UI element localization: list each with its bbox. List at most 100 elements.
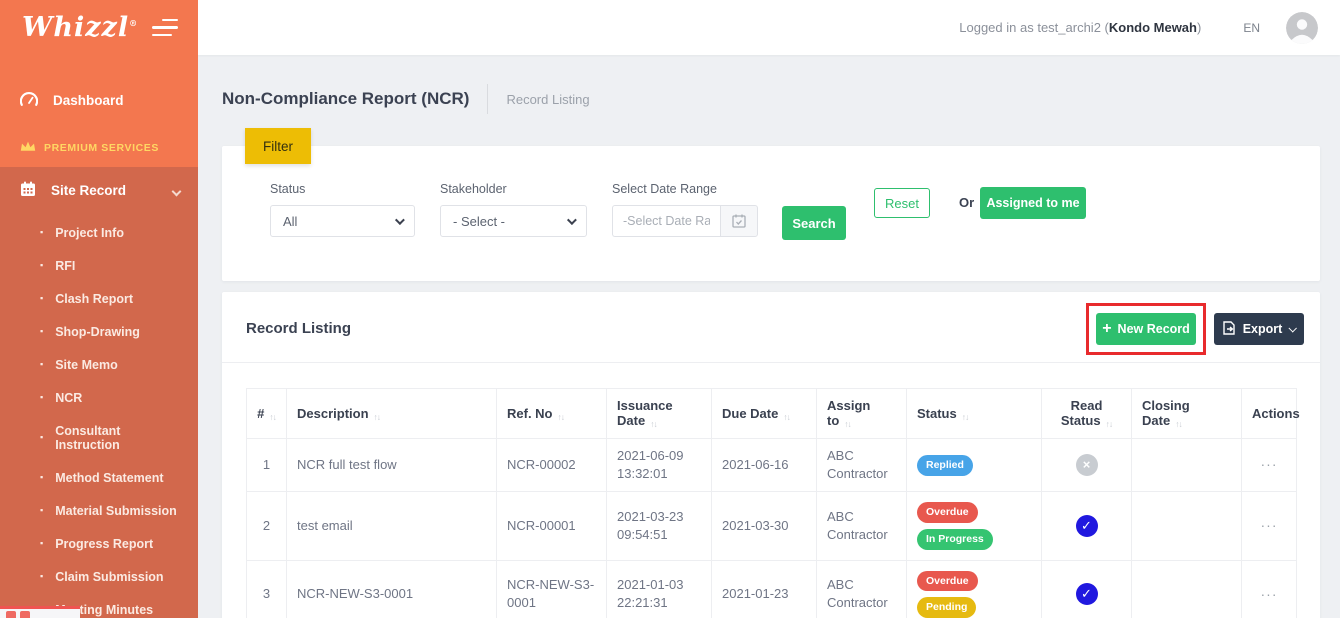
sidebar-subitem-label: Material Submission <box>55 503 177 518</box>
status-badge: Overdue <box>917 570 978 592</box>
reset-button[interactable]: Reset <box>874 188 930 218</box>
calendar-picker-button[interactable] <box>720 205 758 237</box>
sidebar-item-dashboard[interactable]: Dashboard <box>0 77 198 124</box>
cell-closing-date <box>1131 437 1242 493</box>
sidebar-item-label: Dashboard <box>53 93 124 108</box>
cell-assign-to: ABC Contractor <box>816 491 907 561</box>
hamburger-menu-icon[interactable] <box>152 18 178 37</box>
sort-icon[interactable]: ↑↓ <box>844 419 851 429</box>
premium-services-heading: PREMIUM SERVICES <box>0 124 198 167</box>
app-logo[interactable]: Whizzl® <box>22 12 139 43</box>
date-range-input[interactable] <box>612 205 720 237</box>
sidebar-subitem-claim-submission[interactable]: ▪ Claim Submission <box>0 560 198 593</box>
cell-ref-no: NCR-NEW-S3-0001 <box>496 559 607 618</box>
sort-icon[interactable]: ↑↓ <box>1175 419 1182 429</box>
cell-read-status: ✓ <box>1041 559 1132 618</box>
chat-widget-button[interactable] <box>0 606 80 618</box>
cell-issuance-date: 2021-06-09 13:32:01 <box>606 437 712 493</box>
sort-icon[interactable]: ↑↓ <box>650 419 657 429</box>
column-header-ref-no[interactable]: Ref. No ↑↓ <box>496 388 607 439</box>
column-header-due-date[interactable]: Due Date ↑↓ <box>711 388 817 439</box>
bullet-icon: ▪ <box>40 505 44 515</box>
sidebar-subitem-label: Project Info <box>55 225 124 240</box>
cell-status: Overdue Pending <box>906 559 1042 618</box>
sort-icon[interactable]: ↑↓ <box>1105 419 1113 429</box>
column-header-read-status[interactable]: Read Status ↑↓ <box>1041 388 1132 439</box>
sidebar-subitem-clash-report[interactable]: ▪ Clash Report <box>0 282 198 315</box>
status-badge: Overdue <box>917 502 978 524</box>
column-header-description[interactable]: Description ↑↓ <box>286 388 497 439</box>
sort-icon[interactable]: ↑↓ <box>961 411 969 422</box>
status-badges: Overdue Pending <box>917 569 1031 618</box>
filter-panel: Status All Stakeholder - Select - Select… <box>222 146 1320 281</box>
column-label: Read Status <box>1060 398 1103 428</box>
language-selector[interactable]: EN <box>1243 20 1260 35</box>
records-table: # ↑↓ Description ↑↓ Ref. No ↑↓ Issuance Date ↑↓… <box>246 388 1300 618</box>
record-listing-panel: Record Listing + New Record Export # ↑↓ De… <box>222 292 1320 618</box>
row-actions-menu[interactable]: ··· <box>1260 517 1278 534</box>
column-label: Status <box>917 405 957 421</box>
sort-icon[interactable]: ↑↓ <box>373 411 381 422</box>
plus-icon: + <box>1102 320 1112 337</box>
sidebar-item-site-record[interactable]: Site Record <box>0 167 198 214</box>
status-label: Status <box>270 182 306 196</box>
cell-row-number: 1 <box>246 437 287 493</box>
cell-due-date: 2021-06-16 <box>711 437 817 493</box>
status-select[interactable]: All <box>270 205 415 237</box>
column-label: Assign to <box>827 398 871 428</box>
cell-actions: ··· <box>1241 559 1297 618</box>
column-header-status[interactable]: Status ↑↓ <box>906 388 1042 439</box>
sidebar-subitem-project-info[interactable]: ▪ Project Info <box>0 216 198 249</box>
cell-closing-date <box>1131 559 1242 618</box>
status-badge: In Progress <box>917 529 993 550</box>
status-badges: Replied <box>917 453 1031 478</box>
topbar: Logged in as test_archi2 (Kondo Mewah) E… <box>198 0 1340 55</box>
sidebar-subitem-rfi[interactable]: ▪ RFI <box>0 249 198 282</box>
column-header-actions: Actions <box>1241 388 1300 439</box>
cell-ref-no: NCR-00001 <box>496 491 607 561</box>
cell-description: NCR-NEW-S3-0001 <box>286 559 497 618</box>
sidebar-subitem-material-submission[interactable]: ▪ Material Submission <box>0 494 198 527</box>
chevron-down-icon <box>1288 324 1298 333</box>
table-row: 3 NCR-NEW-S3-0001 NCR-NEW-S3-0001 2021-01-0… <box>246 559 1297 618</box>
sort-icon[interactable]: ↑↓ <box>783 411 790 422</box>
column-header-closing-date[interactable]: Closing Date ↑↓ <box>1131 388 1242 439</box>
sidebar-subitem-ncr[interactable]: ▪ NCR <box>0 381 198 414</box>
export-button[interactable]: Export <box>1214 313 1304 345</box>
column-header-assign-to[interactable]: Assign to ↑↓ <box>816 388 907 439</box>
bullet-icon: ▪ <box>40 326 44 336</box>
filter-tab[interactable]: Filter <box>245 128 311 164</box>
gauge-icon <box>19 91 39 110</box>
chevron-down-icon <box>394 214 405 225</box>
divider <box>222 362 1320 363</box>
sidebar-subitem-shop-drawing[interactable]: ▪ Shop-Drawing <box>0 315 198 348</box>
row-actions-menu[interactable]: ··· <box>1260 585 1278 602</box>
sort-icon[interactable]: ↑↓ <box>269 411 276 422</box>
date-range-label: Select Date Range <box>612 182 717 196</box>
sidebar-subitem-label: Claim Submission <box>55 569 164 584</box>
logged-in-text: Logged in as test_archi2 (Kondo Mewah) <box>959 20 1202 35</box>
sidebar-subitem-site-memo[interactable]: ▪ Site Memo <box>0 348 198 381</box>
bullet-icon: ▪ <box>40 472 44 482</box>
sort-icon[interactable]: ↑↓ <box>557 411 565 422</box>
cell-status: Overdue In Progress <box>906 491 1042 561</box>
column-header-issuance-date[interactable]: Issuance Date ↑↓ <box>606 388 712 439</box>
status-badges: Overdue In Progress <box>917 500 1031 551</box>
sidebar-subitem-progress-report[interactable]: ▪ Progress Report <box>0 527 198 560</box>
cell-due-date: 2021-03-30 <box>711 491 817 561</box>
row-actions-menu[interactable]: ··· <box>1260 456 1278 473</box>
column-header--[interactable]: # ↑↓ <box>246 388 287 439</box>
column-label: Closing Date <box>1142 398 1190 428</box>
search-button[interactable]: Search <box>782 206 846 240</box>
new-record-button[interactable]: + New Record <box>1096 313 1196 345</box>
cell-ref-no: NCR-00002 <box>496 437 607 493</box>
bullet-icon: ▪ <box>40 538 44 548</box>
stakeholder-select[interactable]: - Select - <box>440 205 587 237</box>
assigned-to-me-button[interactable]: Assigned to me <box>980 187 1086 219</box>
stakeholder-label: Stakeholder <box>440 182 507 196</box>
unread-cross-icon: × <box>1075 454 1098 477</box>
sidebar-subitem-consultant-instruction[interactable]: ▪ Consultant Instruction <box>0 414 198 461</box>
sidebar-subitem-method-statement[interactable]: ▪ Method Statement <box>0 461 198 494</box>
avatar[interactable] <box>1286 11 1318 44</box>
sidebar-subitem-label: Progress Report <box>55 536 154 551</box>
